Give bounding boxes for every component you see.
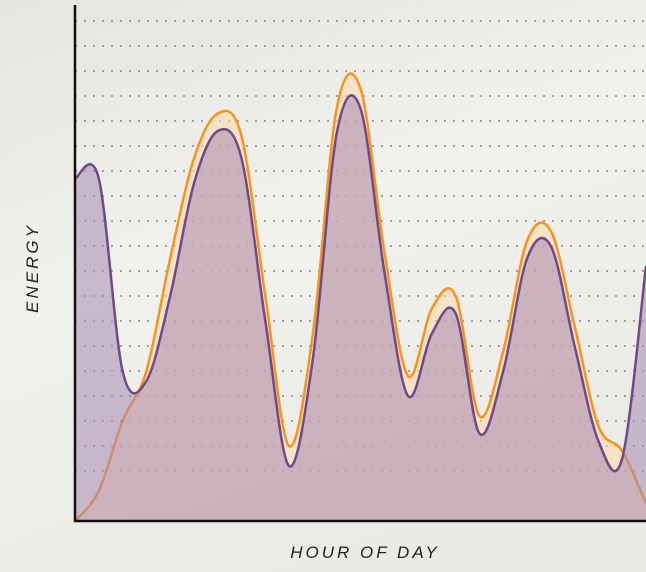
x-axis-label: HOUR OF DAY [290,543,440,562]
area-fill [75,95,646,521]
y-axis-label: ENERGY [23,223,42,313]
area-line [74,72,646,522]
area-line [74,94,646,473]
